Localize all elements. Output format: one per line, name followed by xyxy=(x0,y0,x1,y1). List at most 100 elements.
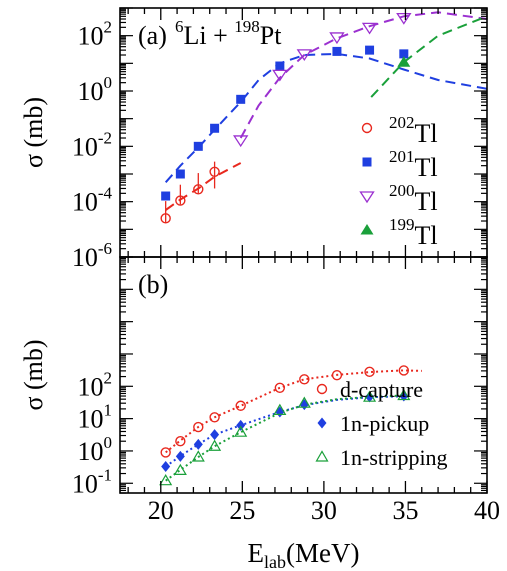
y-axis-label-a: σ (mb) xyxy=(19,97,48,168)
legend-marker-1 xyxy=(362,157,372,167)
legend-marker-b-2 xyxy=(315,450,329,462)
y-tick-label-a-2: 10-2 xyxy=(72,128,112,161)
legend-marker-b-1 xyxy=(317,417,327,429)
y-tick-label-a-4: 102 xyxy=(78,18,113,51)
y-tick-label-exponent: -6 xyxy=(98,239,112,258)
data-point-a-0-1 xyxy=(175,195,186,206)
y-tick-label-base: 10 xyxy=(78,437,104,466)
x-tick-label-0: 20 xyxy=(148,496,174,525)
projectile-mass: 6 xyxy=(175,17,184,36)
x-axis-label-unit: (MeV) xyxy=(286,538,359,568)
plot-frame-b xyxy=(119,256,488,494)
data-point-a-0-0 xyxy=(160,213,171,224)
data-point-a-1-2 xyxy=(193,141,203,151)
curve-b-0 xyxy=(165,369,422,454)
data-point-a-2-1 xyxy=(272,69,288,82)
data-point-b-0-4 xyxy=(235,400,246,411)
y-tick-label-a-3: 100 xyxy=(78,73,113,106)
y-tick-label-base: 10 xyxy=(72,469,98,498)
data-point-a-1-4 xyxy=(236,94,246,104)
data-point-b-1-7 xyxy=(365,391,375,403)
data-point-a-1-0 xyxy=(161,191,171,201)
data-point-b-2-4 xyxy=(234,425,248,437)
panel-label-a: (a) xyxy=(138,21,167,50)
y-axis-label-b: σ (mb) xyxy=(19,339,48,410)
data-point-b-2-8 xyxy=(397,388,411,401)
y-tick-label-b-1: 100 xyxy=(78,433,113,466)
data-point-b-0-9 xyxy=(398,365,410,376)
data-point-a-0-2 xyxy=(193,184,204,195)
reaction-label: 6Li + 198Pt xyxy=(175,17,282,50)
y-tick-label-b-3: 102 xyxy=(78,368,113,401)
data-point-b-0-3 xyxy=(209,412,220,423)
x-axis-label-sub: lab xyxy=(264,552,286,571)
data-point-b-2-7 xyxy=(363,390,377,402)
legend-element: Tl xyxy=(415,119,438,148)
data-point-b-0-8 xyxy=(364,366,375,378)
legend-element: Tl xyxy=(415,187,438,216)
target-mass: 198 xyxy=(234,17,260,36)
legend-element: Tl xyxy=(415,221,438,250)
y-tick-label-base: 10 xyxy=(78,22,104,51)
data-point-a-1-5 xyxy=(275,61,285,71)
data-point-a-3-0 xyxy=(397,56,411,67)
panel-label-text: (a) xyxy=(138,21,167,50)
legend-marker-2 xyxy=(359,191,375,204)
y-tick-label-b-0: 10-1 xyxy=(72,465,112,498)
data-point-a-1-8 xyxy=(399,49,409,59)
legend-element: Tl xyxy=(415,153,438,182)
y-tick-label-exponent: 2 xyxy=(104,368,113,387)
reaction-joiner: + xyxy=(207,21,235,50)
data-point-a-2-3 xyxy=(329,32,345,45)
y-tick-label-a-0: 10-6 xyxy=(72,239,112,272)
x-axis-label: Elab(MeV) xyxy=(248,538,360,571)
legend-marker-0 xyxy=(361,122,373,134)
data-point-a-1-3 xyxy=(210,123,220,133)
x-axis-label-main: E xyxy=(248,538,265,568)
x-tick-label-4: 40 xyxy=(474,496,500,525)
y-tick-label-base: 10 xyxy=(78,372,104,401)
legend-label-1: 201Tl xyxy=(389,147,438,182)
legend-label-b-0: d-capture xyxy=(340,377,423,402)
data-point-a-2-0 xyxy=(233,135,249,148)
legend-label-2: 200Tl xyxy=(389,181,438,216)
data-point-a-2-4 xyxy=(361,22,378,35)
data-point-b-2-1 xyxy=(173,463,187,476)
legend-mass: 200 xyxy=(389,181,415,200)
data-point-b-2-0 xyxy=(159,474,173,486)
data-point-b-0-5 xyxy=(274,382,286,393)
data-point-b-0-7 xyxy=(331,370,343,381)
y-axis-label-unit: (mb) xyxy=(19,97,48,154)
curve-a-2 xyxy=(239,11,488,139)
data-point-a-1-1 xyxy=(175,169,185,179)
y-tick-label-a-1: 10-4 xyxy=(72,184,113,217)
curve-b-1 xyxy=(165,395,404,468)
legend-mass: 201 xyxy=(389,147,415,166)
x-tick-label-2: 30 xyxy=(311,496,337,525)
data-point-b-0-6 xyxy=(299,374,310,385)
panel-label-b: (b) xyxy=(138,270,168,299)
data-point-a-1-7 xyxy=(365,45,375,55)
data-point-b-0-0 xyxy=(160,447,171,458)
y-tick-label-exponent: 1 xyxy=(104,401,113,420)
legend-marker-3 xyxy=(360,224,374,235)
projectile: Li xyxy=(184,21,207,50)
panel-label-text: (b) xyxy=(138,270,168,299)
y-tick-label-exponent: 0 xyxy=(104,433,113,452)
data-point-a-1-6 xyxy=(332,46,342,56)
y-tick-label-b-2: 101 xyxy=(78,401,113,434)
data-point-b-2-3 xyxy=(208,439,222,451)
x-tick-label-1: 25 xyxy=(229,496,255,525)
y-tick-label-base: 10 xyxy=(78,77,104,106)
data-point-b-2-2 xyxy=(191,450,205,462)
y-axis-label-symbol: σ xyxy=(19,397,48,411)
legend-marker-b-0 xyxy=(316,383,328,395)
y-tick-label-exponent: 2 xyxy=(104,18,113,37)
data-point-b-1-1 xyxy=(175,450,185,462)
y-tick-label-base: 10 xyxy=(72,243,98,272)
y-axis-label-symbol: σ xyxy=(19,154,48,168)
y-tick-label-exponent: -1 xyxy=(98,465,112,484)
data-point-a-2-5 xyxy=(396,12,412,25)
